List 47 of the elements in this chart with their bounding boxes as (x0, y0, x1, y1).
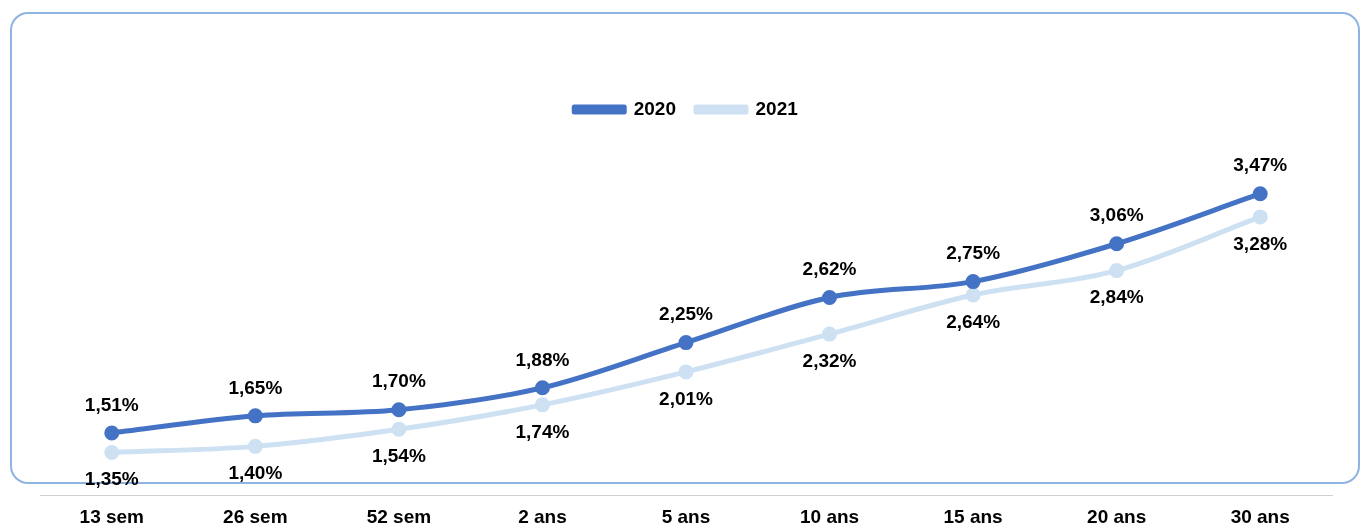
data-label: 2,75% (946, 242, 1001, 264)
data-label: 1,51% (84, 393, 139, 415)
data-label: 1,40% (228, 462, 283, 484)
x-tick-label: 5 ans (661, 505, 711, 527)
data-label: 2,62% (802, 258, 857, 280)
point (391, 421, 407, 437)
point (965, 274, 981, 290)
x-tick-label: 13 sem (79, 505, 144, 527)
data-label: 2,84% (1089, 286, 1144, 308)
point (1252, 186, 1268, 202)
data-label: 2,01% (659, 387, 714, 409)
x-tick-label: 20 ans (1087, 505, 1147, 527)
x-tick-label: 10 ans (799, 505, 860, 527)
data-label: 2,32% (802, 349, 857, 371)
point (965, 287, 981, 303)
data-label: 1,54% (371, 445, 426, 467)
legend-label: 2020 (633, 97, 677, 119)
data-label: 1,35% (84, 468, 139, 490)
point (247, 438, 263, 454)
data-label: 1,88% (515, 348, 570, 370)
point (534, 397, 550, 413)
point (1109, 263, 1125, 279)
data-label: 1,65% (228, 376, 283, 398)
point (391, 402, 407, 418)
point (1252, 209, 1268, 225)
point (678, 364, 694, 380)
x-tick-label: 52 sem (366, 505, 432, 527)
point (534, 380, 550, 396)
point (678, 335, 694, 351)
data-label: 3,47% (1233, 154, 1288, 176)
point (104, 444, 120, 460)
data-label: 3,28% (1233, 232, 1288, 254)
data-label: 1,74% (515, 420, 570, 442)
point (822, 326, 838, 342)
x-tick-label: 26 sem (223, 505, 288, 527)
point (822, 289, 838, 305)
point (247, 408, 263, 424)
legend-label: 2021 (755, 97, 799, 119)
point (104, 425, 120, 441)
data-label: 3,06% (1089, 204, 1144, 226)
data-label: 2,25% (659, 303, 714, 325)
data-label: 2,64% (946, 310, 1001, 332)
x-tick-label: 2 ans (518, 505, 567, 527)
data-label: 1,70% (371, 370, 426, 392)
x-tick-label: 30 ans (1230, 505, 1290, 527)
x-tick-label: 15 ans (943, 505, 1003, 527)
point (1109, 236, 1125, 252)
